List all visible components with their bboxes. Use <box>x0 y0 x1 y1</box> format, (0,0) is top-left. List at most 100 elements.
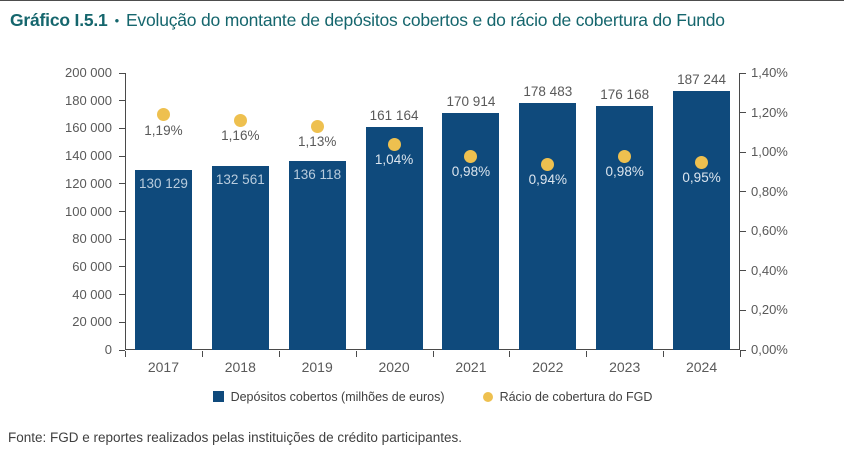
dot-series-swatch-icon <box>482 391 493 402</box>
x-tick-label: 2022 <box>532 359 564 375</box>
y-tick-label-left: 160 000 <box>65 120 112 136</box>
y-tick-label-left: 180 000 <box>65 92 112 108</box>
y-tick-label-left: 20 000 <box>72 314 112 330</box>
plot-area <box>125 73 740 350</box>
right-axis-tick <box>740 151 746 153</box>
left-axis-tick <box>119 211 125 212</box>
chart-title-text: Evolução do montante de depósitos cobert… <box>125 10 725 30</box>
left-axis-tick <box>119 183 125 185</box>
legend-item-deposits: Depósitos cobertos (milhões de euros) <box>212 389 445 404</box>
x-tick-label: 2024 <box>685 359 718 375</box>
ratio-label: 1,04% <box>374 152 414 168</box>
y-tick-label-left: 140 000 <box>65 148 112 164</box>
bar-value-label: 161 164 <box>369 107 419 123</box>
chart-title: Gráfico I.5.1 • Evolução do montante de de… <box>10 10 725 31</box>
y-tick-label-left: 40 000 <box>72 286 112 302</box>
left-axis-tick <box>119 349 125 351</box>
bar-value-label: 176 168 <box>600 87 650 102</box>
y-tick-label-left: 60 000 <box>72 258 112 274</box>
ratio-dot <box>156 108 170 122</box>
chart-legend: Depósitos cobertos (milhões de euros) Rá… <box>125 388 740 405</box>
left-axis-tick <box>119 321 125 323</box>
chart-title-number: Gráfico I.5.1 <box>10 10 108 30</box>
ratio-label: 0,98% <box>605 164 644 180</box>
x-tick-label: 2023 <box>609 359 641 375</box>
bar <box>288 161 346 350</box>
bar-value-label: 130 129 <box>139 175 188 191</box>
bar <box>134 169 192 350</box>
ratio-dot <box>541 157 555 171</box>
left-axis-tick <box>119 127 125 129</box>
right-axis-tick <box>740 112 746 114</box>
x-axis-tick <box>355 351 357 357</box>
x-tick-label: 2021 <box>455 359 487 375</box>
left-axis-tick <box>119 155 125 157</box>
bar-value-label: 170 914 <box>446 94 496 110</box>
y-tick-label-left: 80 000 <box>72 231 112 247</box>
y-tick-label-right: 0,60% <box>751 223 788 239</box>
left-axis-tick <box>119 72 125 74</box>
y-tick-label-right: 1,20% <box>751 104 788 120</box>
x-axis-tick <box>201 351 203 357</box>
left-axis-tick <box>119 294 125 296</box>
y-tick-label-left: 0 <box>104 342 112 357</box>
bar <box>596 106 654 350</box>
bar-value-label: 136 118 <box>293 167 342 183</box>
x-axis-tick <box>432 351 434 357</box>
x-axis-tick <box>740 351 741 357</box>
ratio-label: 1,13% <box>298 134 337 150</box>
x-tick-label: 2019 <box>301 359 333 375</box>
chart-title-separator-bullet: • <box>114 13 120 28</box>
y-tick-label-right: 0,00% <box>751 342 788 357</box>
x-axis-tick <box>663 351 665 357</box>
right-axis-tick <box>740 270 746 272</box>
x-tick-label: 2017 <box>147 359 180 375</box>
ratio-dot <box>233 113 247 127</box>
ratio-label: 1,16% <box>221 128 260 144</box>
ratio-dot <box>618 149 632 163</box>
legend-label-deposits: Depósitos cobertos (milhões de euros) <box>230 389 445 404</box>
y-tick-label-right: 1,00% <box>751 144 788 160</box>
bar <box>365 126 423 350</box>
bar <box>519 102 577 350</box>
y-tick-label-right: 1,40% <box>751 65 788 80</box>
ratio-dot <box>695 155 709 169</box>
ratio-label: 0,98% <box>451 164 491 180</box>
x-axis-tick <box>125 351 126 357</box>
y-tick-label-right: 0,40% <box>751 262 788 278</box>
right-axis-tick <box>740 191 746 193</box>
ratio-label: 1,19% <box>144 122 183 138</box>
y-tick-label-right: 0,20% <box>751 302 788 318</box>
source-note: Fonte: FGD e reportes realizados pelas i… <box>8 430 462 445</box>
x-tick-label: 2018 <box>224 359 256 375</box>
ratio-label: 0,94% <box>528 172 567 187</box>
left-axis-tick <box>119 238 125 240</box>
bar-series-swatch-icon <box>212 391 224 402</box>
bar-value-label: 132 561 <box>215 172 265 188</box>
x-axis-tick <box>586 351 588 357</box>
legend-label-ratio: Rácio de cobertura do FGD <box>499 389 653 404</box>
x-tick-label: 2020 <box>378 359 410 375</box>
x-axis-tick <box>278 351 280 357</box>
ratio-dot <box>310 119 324 133</box>
y-tick-label-left: 100 000 <box>65 203 112 219</box>
ratio-label: 0,95% <box>682 170 721 186</box>
bar <box>673 90 731 350</box>
right-axis-tick <box>740 72 746 74</box>
y-tick-label-left: 200 000 <box>65 65 112 80</box>
right-axis-tick <box>740 349 746 351</box>
right-axis-tick <box>740 230 746 232</box>
y-tick-label-left: 120 000 <box>65 175 112 191</box>
left-axis-tick <box>119 100 125 102</box>
y-tick-label-right: 0,80% <box>751 183 788 199</box>
left-axis-tick <box>119 266 125 268</box>
x-axis-tick <box>509 351 511 357</box>
ratio-dot <box>387 137 401 151</box>
ratio-dot <box>464 149 478 163</box>
bar-value-label: 178 483 <box>523 83 573 99</box>
bar <box>442 113 500 350</box>
bar <box>211 166 269 350</box>
bar-value-label: 187 244 <box>677 71 726 87</box>
right-axis-tick <box>740 309 746 311</box>
